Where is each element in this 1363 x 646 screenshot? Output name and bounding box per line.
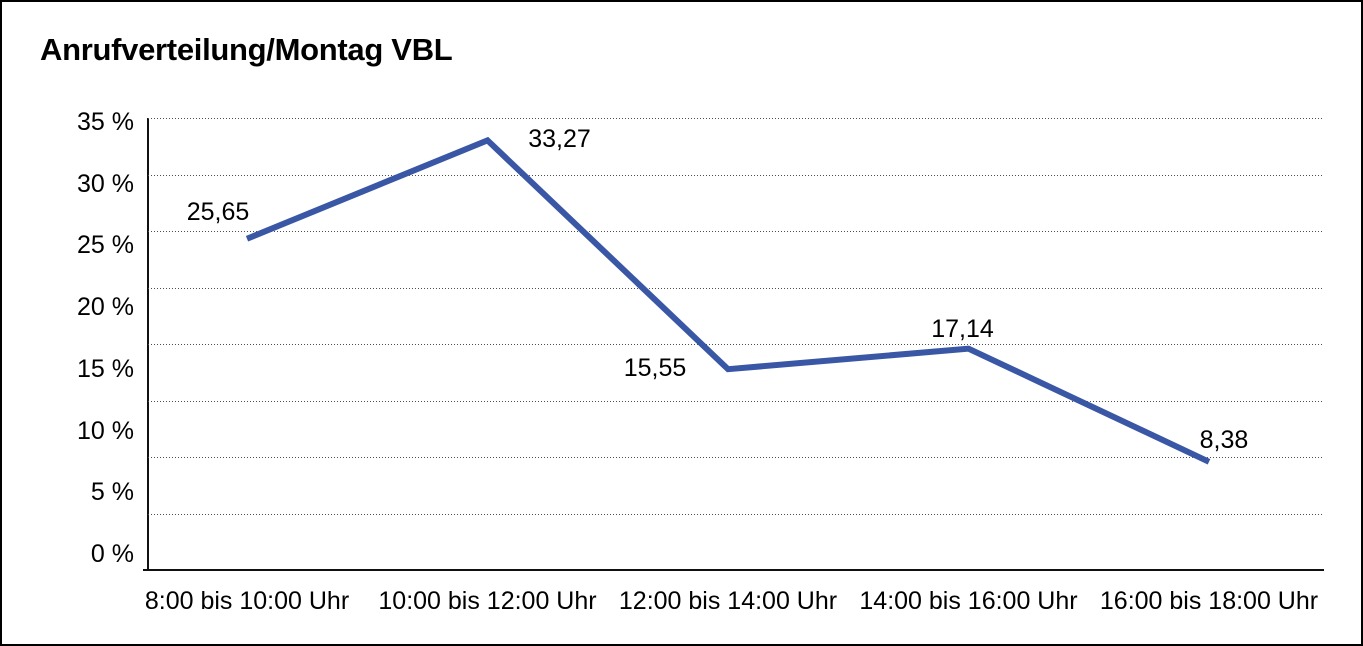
gridline	[148, 344, 1324, 345]
data-point-value-label: 25,65	[186, 197, 250, 226]
y-axis-tick-label: 30 %	[77, 169, 134, 198]
x-axis-line	[143, 569, 1324, 571]
data-point-value-label: 33,27	[528, 125, 591, 154]
y-axis-tick-label: 20 %	[77, 293, 134, 322]
y-axis-tick-label: 35 %	[77, 108, 134, 136]
x-axis-category-label: 16:00 bis 18:00 Uhr	[1099, 587, 1319, 615]
y-axis-tick-label: 5 %	[90, 478, 134, 507]
x-axis-category-label: 10:00 bis 12:00 Uhr	[378, 587, 597, 615]
gridline	[148, 118, 1324, 119]
data-point-value-label: 17,14	[931, 314, 994, 343]
data-point-value-label: 15,55	[623, 354, 687, 383]
gridline	[148, 400, 1324, 402]
x-axis-category-label: 8:00 bis 10:00 Uhr	[144, 587, 350, 615]
x-axis-category-label: 12:00 bis 14:00 Uhr	[618, 587, 838, 615]
line-segment	[245, 136, 1211, 465]
gridline	[148, 457, 1324, 458]
y-axis-tick-label: 25 %	[77, 231, 134, 260]
gridline	[148, 513, 1324, 515]
data-point-value-label: 8,38	[1199, 425, 1249, 454]
y-axis-tick-label: 0 %	[90, 539, 134, 568]
y-axis-tick-label: 15 %	[77, 354, 134, 383]
gridline	[148, 287, 1324, 289]
y-axis-tick-label: 10 %	[77, 416, 134, 445]
gridline	[148, 231, 1324, 232]
gridline	[148, 174, 1324, 176]
x-axis-category-label: 14:00 bis 16:00 Uhr	[859, 587, 1078, 615]
chart-title: Anrufverteilung/Montag VBL	[40, 32, 453, 67]
